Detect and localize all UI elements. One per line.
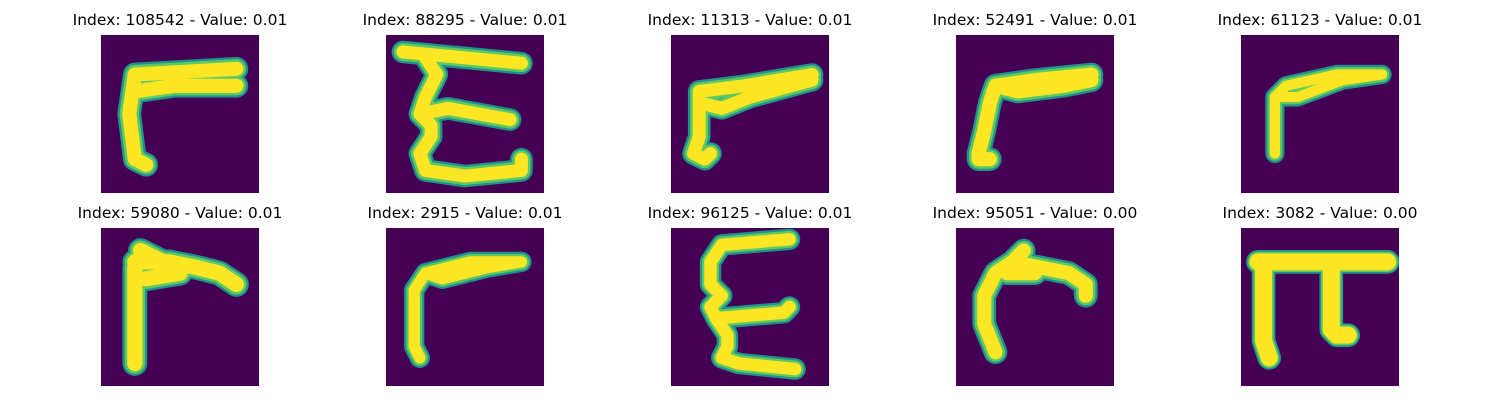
glyph-image bbox=[956, 228, 1114, 386]
stroke-core bbox=[127, 242, 245, 372]
stroke-core bbox=[1269, 69, 1388, 159]
panel-4: Index: 52491 - Value: 0.01 bbox=[915, 0, 1155, 193]
panel-9: Index: 95051 - Value: 0.00 bbox=[915, 193, 1155, 386]
stroke-core bbox=[971, 67, 1099, 167]
stroke-core bbox=[396, 45, 528, 183]
panel-10: Index: 3082 - Value: 0.00 bbox=[1200, 193, 1440, 386]
glyph-image bbox=[1241, 35, 1399, 193]
glyph-image bbox=[671, 35, 829, 193]
panel-title: Index: 59080 - Value: 0.01 bbox=[77, 204, 283, 222]
panel-2: Index: 88295 - Value: 0.01 bbox=[345, 0, 585, 193]
panel-1: Index: 108542 - Value: 0.01 bbox=[60, 0, 300, 193]
panel-title: Index: 2915 - Value: 0.01 bbox=[367, 204, 563, 222]
glyph-image bbox=[101, 228, 259, 386]
glyph-image bbox=[1241, 228, 1399, 386]
panel-3: Index: 11313 - Value: 0.01 bbox=[630, 0, 870, 193]
glyph-image bbox=[386, 35, 544, 193]
stroke-core bbox=[704, 233, 802, 376]
panel-7: Index: 2915 - Value: 0.01 bbox=[345, 193, 585, 386]
image-background bbox=[1241, 35, 1399, 193]
panel-title: Index: 95051 - Value: 0.00 bbox=[932, 204, 1138, 222]
stroke-core bbox=[122, 61, 244, 172]
stroke-core bbox=[687, 68, 819, 166]
panel-title: Index: 3082 - Value: 0.00 bbox=[1222, 204, 1418, 222]
glyph-image bbox=[101, 35, 259, 193]
panel-title: Index: 96125 - Value: 0.01 bbox=[647, 204, 853, 222]
glyph-image bbox=[671, 228, 829, 386]
stroke-core bbox=[977, 243, 1093, 360]
glyph-image bbox=[956, 35, 1114, 193]
panel-title: Index: 61123 - Value: 0.01 bbox=[1217, 11, 1423, 29]
panel-title: Index: 52491 - Value: 0.01 bbox=[932, 11, 1138, 29]
panel-title: Index: 11313 - Value: 0.01 bbox=[647, 11, 853, 29]
panel-title: Index: 88295 - Value: 0.01 bbox=[362, 11, 568, 29]
glyph-image bbox=[386, 228, 544, 386]
panel-title: Index: 108542 - Value: 0.01 bbox=[72, 11, 288, 29]
panel-5: Index: 61123 - Value: 0.01 bbox=[1200, 0, 1440, 193]
panel-8: Index: 96125 - Value: 0.01 bbox=[630, 193, 870, 386]
stroke-core bbox=[1249, 253, 1397, 367]
panel-6: Index: 59080 - Value: 0.01 bbox=[60, 193, 300, 386]
stroke-core bbox=[408, 256, 528, 364]
